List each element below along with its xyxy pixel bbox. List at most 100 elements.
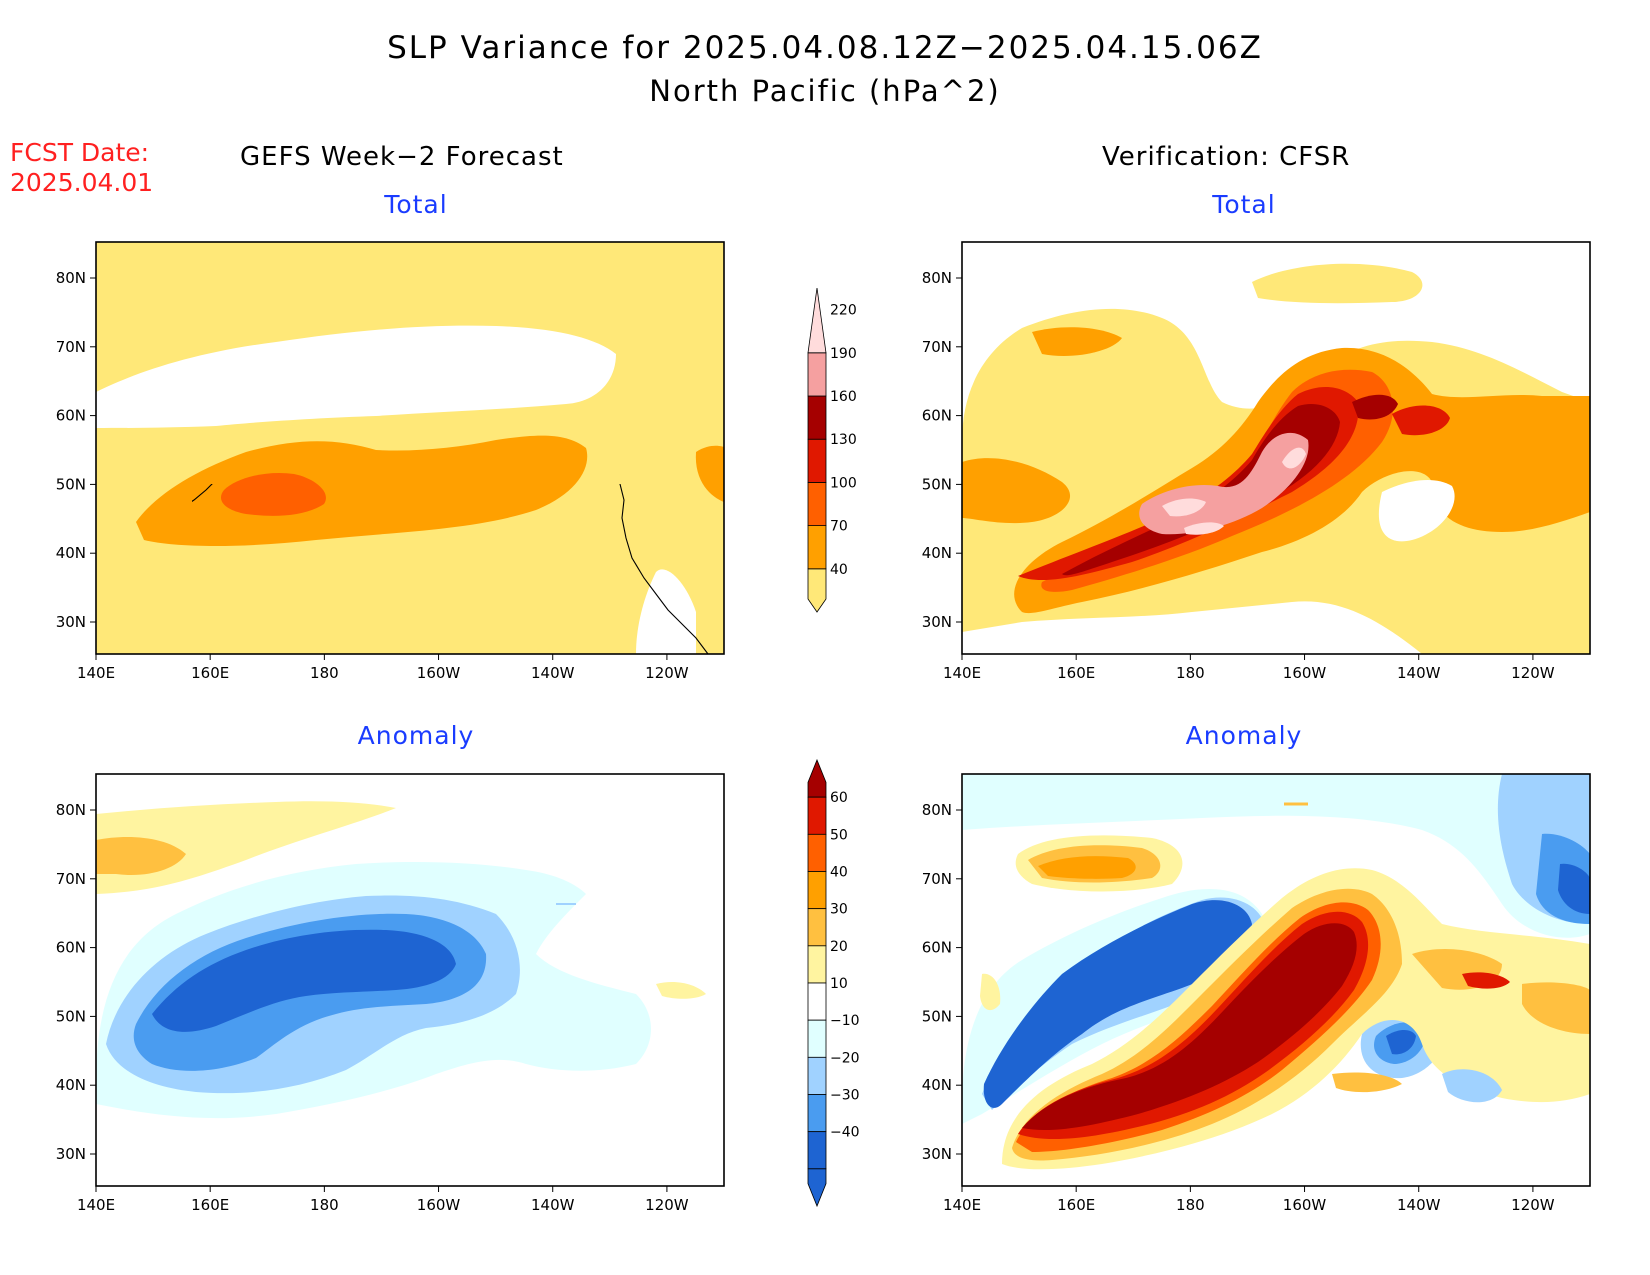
forecast-date-label: FCST Date:: [10, 138, 150, 167]
ver-total-lat-tick-label: 60N: [922, 407, 952, 425]
fc-total-lon-tick-label: 140E: [77, 664, 115, 682]
anomaly-colorbar-label: −10: [830, 1013, 860, 1029]
ver-total-lon-tick-label: 180: [1176, 664, 1205, 682]
total-colorbar-swatch: [807, 438, 827, 483]
fc-anom-lat-tick-label: 30N: [56, 1145, 86, 1163]
total-colorbar-label: 40: [830, 562, 848, 578]
total-colorbar-swatch: [807, 395, 827, 440]
fc-anom-field: [96, 774, 724, 1186]
fc-anom-lat-tick-label: 70N: [56, 870, 86, 888]
ver-total-lat-tick-label: 30N: [922, 613, 952, 631]
fc-anom-lon-tick-label: 160W: [417, 1196, 461, 1214]
ver-total-lat-tick-label: 80N: [922, 269, 952, 287]
anomaly-colorbar-label: 50: [830, 827, 848, 843]
axis-ticks: 140E 160E 180 160W 140W 120W 80N 70N 60N 50N 40N 30…: [56, 269, 1555, 1214]
ver-total-lat-tick-label: 70N: [922, 338, 952, 356]
anomaly-colorbar-swatch: [807, 1019, 827, 1058]
anomaly-colorbar-swatch: [807, 908, 827, 947]
anomaly-colorbar-label: 60: [830, 790, 848, 806]
ver-anom-lon-tick-label: 160W: [1283, 1196, 1327, 1214]
fc-anom-lat-tick-label: 80N: [56, 801, 86, 819]
total-colorbar-label: 220: [830, 303, 857, 319]
anomaly-colorbar-swatch: [807, 982, 827, 1021]
fc-total-field: [96, 242, 724, 654]
total-colorbar-swatch: [807, 525, 827, 570]
total-colorbar-swatch: [807, 287, 827, 354]
anomaly-colorbar-label: 10: [830, 976, 848, 992]
fc-total-lat-tick-label: 60N: [56, 407, 86, 425]
fc-total-lat-tick-label: 70N: [56, 338, 86, 356]
ver-anom-lon-tick-label: 140E: [943, 1196, 981, 1214]
ver-total-lon-tick-label: 120W: [1511, 664, 1555, 682]
anomaly-colorbar-label: 20: [830, 939, 848, 955]
total-colorbar-swatch: [807, 352, 827, 397]
anomaly-colorbar-swatch: [807, 1168, 827, 1208]
ver-total-lon-tick-label: 160W: [1283, 664, 1327, 682]
fc-total-subtitle: Total: [384, 190, 448, 219]
ver-total-frame: [961, 241, 1591, 655]
fc-anom-frame: [95, 773, 725, 1187]
ver-total-lat-tick-label: 50N: [922, 475, 952, 493]
fc-anom-lon-tick-label: 140E: [77, 1196, 115, 1214]
total-colorbar-label: 160: [830, 389, 857, 405]
total-colorbar-label: 100: [830, 475, 857, 491]
right-column-header: Verification: CFSR: [1102, 142, 1351, 172]
fc-total-lon-tick-label: 160W: [417, 664, 461, 682]
ver-anom-subtitle: Anomaly: [1185, 721, 1303, 750]
total-colorbar-swatch: [807, 481, 827, 526]
ver-anom-lat-tick-label: 30N: [922, 1145, 952, 1163]
left-column-header: GEFS Week−2 Forecast: [240, 142, 564, 172]
ver-anom-lat-tick-label: 70N: [922, 870, 952, 888]
ver-anom-lon-tick-label: 180: [1176, 1196, 1205, 1214]
ver-total-lat-tick-label: 40N: [922, 544, 952, 562]
total-colorbar-label: 190: [830, 346, 857, 362]
fc-anom-lat-tick-label: 60N: [56, 939, 86, 957]
ver-total-lon-tick-label: 140W: [1397, 664, 1441, 682]
fc-total-lon-tick-label: 120W: [645, 664, 689, 682]
anomaly-colorbar-label: −20: [830, 1050, 860, 1066]
anomaly-colorbar-swatch: [807, 945, 827, 984]
fc-anom-lon-tick-label: 160E: [191, 1196, 229, 1214]
anomaly-colorbar-swatch: [807, 871, 827, 910]
anomaly-colorbar-swatch: [807, 833, 827, 872]
fc-total-lon-tick-label: 160E: [191, 664, 229, 682]
main-title: SLP Variance for 2025.04.08.12Z−2025.04.…: [387, 30, 1263, 66]
ver-anom-lat-tick-label: 50N: [922, 1007, 952, 1025]
ver-anom-lon-tick-label: 120W: [1511, 1196, 1555, 1214]
fc-total-frame: [95, 241, 725, 655]
total-colorbar-swatch: [807, 568, 827, 613]
ver-total-field: [962, 242, 1590, 654]
ver-total-subtitle: Total: [1212, 190, 1276, 219]
total-colorbar-label: 70: [830, 519, 848, 535]
anomaly-colorbar-swatch: [807, 758, 827, 798]
fc-anom-lat-tick-label: 40N: [56, 1076, 86, 1094]
anomaly-colorbar-label: 30: [830, 902, 848, 918]
fc-anom-lat-tick-label: 50N: [56, 1007, 86, 1025]
fc-anom-lon-tick-label: 180: [310, 1196, 339, 1214]
fc-anom-lon-tick-label: 120W: [645, 1196, 689, 1214]
main-subtitle: North Pacific (hPa^2): [649, 74, 1001, 108]
anomaly-colorbar-label: 40: [830, 865, 848, 881]
forecast-date-value: 2025.04.01: [10, 168, 154, 197]
ver-anom-lat-tick-label: 60N: [922, 939, 952, 957]
fc-total-lat-tick-label: 30N: [56, 613, 86, 631]
ver-total-lon-tick-label: 160E: [1057, 664, 1095, 682]
fc-total-lat-tick-label: 80N: [56, 269, 86, 287]
fc-total-lon-tick-label: 180: [310, 664, 339, 682]
anomaly-colorbar-swatch: [807, 1056, 827, 1095]
ver-anom-frame: [961, 773, 1591, 1187]
ver-anom-lon-tick-label: 140W: [1397, 1196, 1441, 1214]
ver-anom-lon-tick-label: 160E: [1057, 1196, 1095, 1214]
anomaly-colorbar-label: −40: [830, 1125, 860, 1141]
ver-anom-lat-tick-label: 80N: [922, 801, 952, 819]
panel-frames: [95, 241, 1591, 1187]
fc-total-lat-tick-label: 40N: [56, 544, 86, 562]
fc-total-lat-tick-label: 50N: [56, 475, 86, 493]
anomaly-colorbar-swatch: [807, 796, 827, 835]
anomaly-colorbar-label: −30: [830, 1088, 860, 1104]
total-colorbar-label: 130: [830, 432, 857, 448]
fc-anom-lon-tick-label: 140W: [531, 1196, 575, 1214]
anomaly-colorbar-swatch: [807, 1094, 827, 1133]
ver-total-lon-tick-label: 140E: [943, 664, 981, 682]
